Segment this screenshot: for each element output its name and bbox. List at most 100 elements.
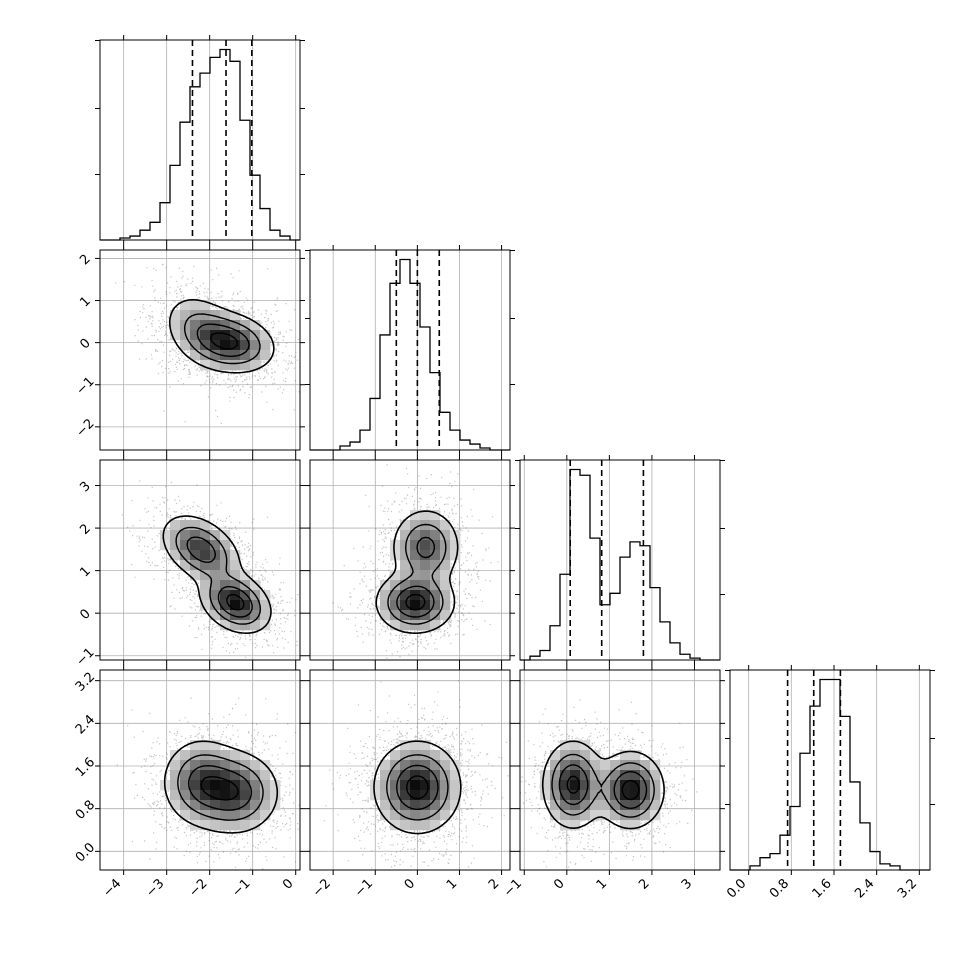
density-panel xyxy=(520,699,698,870)
density-cell xyxy=(380,790,391,801)
density-cell xyxy=(260,790,271,801)
density-cell xyxy=(420,800,431,811)
density-cell xyxy=(410,770,421,781)
density-cell xyxy=(400,740,411,751)
density-cell xyxy=(600,780,611,791)
density-cell xyxy=(450,770,461,781)
y-tick-label: 3.2 xyxy=(73,670,98,695)
density-cell xyxy=(240,780,251,791)
density-cell xyxy=(420,560,431,571)
density-cell xyxy=(230,610,241,621)
density-cell xyxy=(230,350,241,361)
density-cell xyxy=(260,340,271,351)
density-cell xyxy=(610,760,621,771)
density-cell xyxy=(620,820,631,831)
density-cell xyxy=(410,540,421,551)
panel-frame xyxy=(519,669,721,871)
contour-line xyxy=(184,313,261,365)
contour-line xyxy=(396,536,436,618)
density-cell xyxy=(390,600,401,611)
density-cell xyxy=(570,740,581,751)
density-cell xyxy=(200,300,211,311)
density-cell xyxy=(190,810,201,821)
density-panel xyxy=(115,263,300,424)
density-cell xyxy=(390,590,401,601)
contour-line xyxy=(541,740,665,830)
density-cell xyxy=(220,810,231,821)
density-cell xyxy=(630,760,641,771)
density-cell xyxy=(400,580,411,591)
x-tick-label: 0 xyxy=(402,876,418,892)
density-cell xyxy=(390,800,401,811)
density-cell xyxy=(420,760,431,771)
density-cell xyxy=(420,770,431,781)
density-cell xyxy=(650,800,661,811)
density-cell xyxy=(270,790,281,801)
density-cell xyxy=(400,750,411,761)
density-cell xyxy=(220,590,231,601)
density-cell xyxy=(180,770,191,781)
density-cell xyxy=(260,330,271,341)
density-cell xyxy=(230,600,241,611)
density-cell xyxy=(210,790,221,801)
density-cell xyxy=(440,590,451,601)
density-cell xyxy=(190,320,201,331)
density-cell xyxy=(220,750,231,761)
histogram-3 xyxy=(730,678,930,871)
density-cell xyxy=(540,770,551,781)
contour-line xyxy=(196,323,250,357)
density-cell xyxy=(620,780,631,791)
density-cell xyxy=(240,330,251,341)
density-cell xyxy=(430,570,441,581)
panel-frame xyxy=(309,459,511,661)
y-tick-label: 2 xyxy=(77,252,93,268)
density-cell xyxy=(220,820,231,831)
density-cell xyxy=(240,770,251,781)
density-cell xyxy=(620,800,631,811)
density-cell xyxy=(380,600,391,611)
density-cell xyxy=(190,770,201,781)
density-cell xyxy=(170,520,181,531)
density-cell xyxy=(190,750,201,761)
density-cell xyxy=(210,330,221,341)
density-cell xyxy=(380,810,391,821)
density-cell xyxy=(410,570,421,581)
density-cell xyxy=(640,770,651,781)
density-cell xyxy=(410,800,421,811)
density-cell xyxy=(240,750,251,761)
contour-line xyxy=(566,775,640,801)
density-cell xyxy=(230,760,241,771)
density-cell xyxy=(450,780,461,791)
density-panel xyxy=(310,680,510,869)
density-cell xyxy=(170,780,181,791)
density-cell xyxy=(630,800,641,811)
density-cell xyxy=(200,590,211,601)
density-cell xyxy=(190,340,201,351)
density-cell xyxy=(250,600,261,611)
density-cell xyxy=(180,340,191,351)
density-cell xyxy=(240,600,251,611)
density-cell xyxy=(200,530,211,541)
contour-line xyxy=(162,515,272,634)
density-cell xyxy=(430,760,441,771)
density-cell xyxy=(200,820,211,831)
density-cell xyxy=(240,820,251,831)
density-cell xyxy=(580,810,591,821)
density-cell xyxy=(390,750,401,761)
density-cell xyxy=(380,780,391,791)
density-cell xyxy=(190,780,201,791)
contour-line xyxy=(188,765,253,811)
density-panel xyxy=(116,697,300,870)
density-cell xyxy=(180,520,191,531)
panel-frame xyxy=(309,669,511,871)
contour-line xyxy=(163,740,279,834)
density-cell xyxy=(640,810,651,821)
density-cell xyxy=(420,580,431,591)
density-cell xyxy=(420,550,431,561)
density-cell xyxy=(160,530,171,541)
density-cell xyxy=(410,820,421,831)
density-cell xyxy=(220,340,231,351)
density-cell xyxy=(640,800,651,811)
density-cell xyxy=(630,770,641,781)
y-tick-label: 1.6 xyxy=(73,755,98,780)
